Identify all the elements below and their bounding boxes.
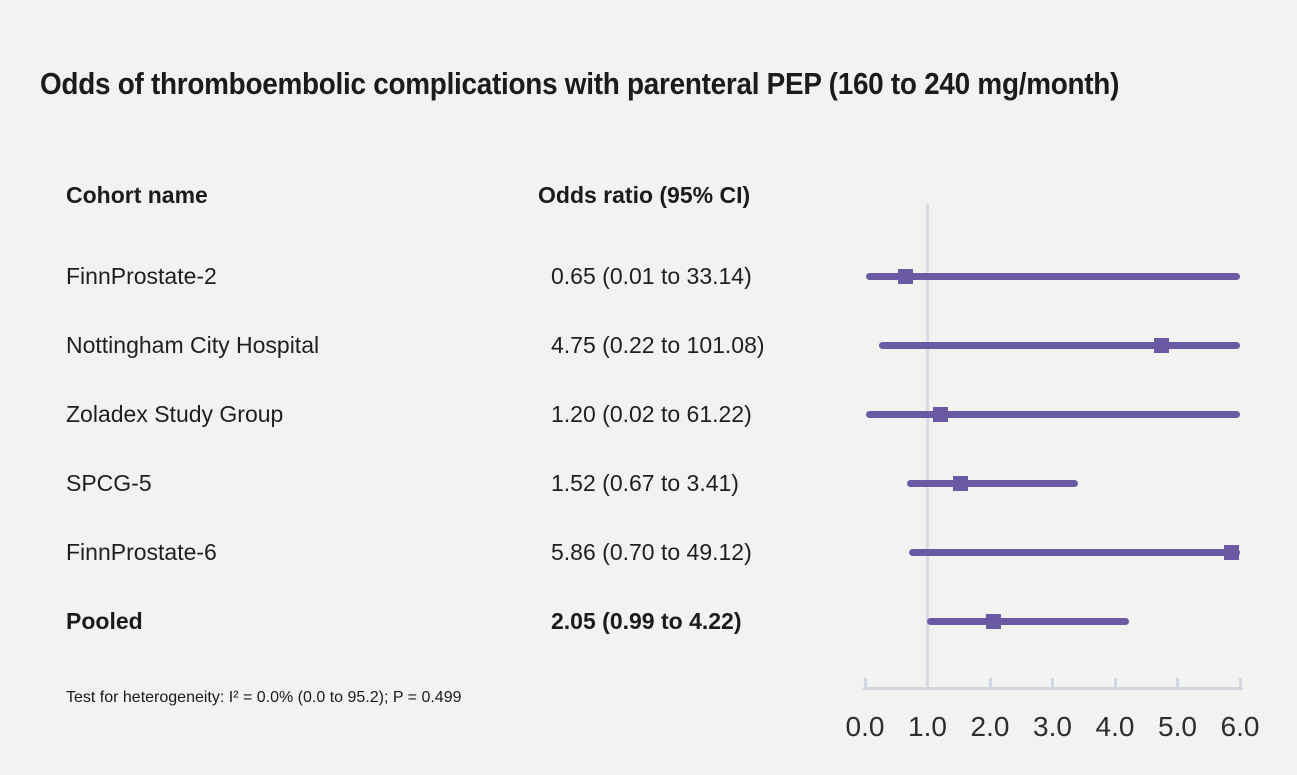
cohort-name: Nottingham City Hospital	[66, 332, 320, 358]
confidence-interval-line	[908, 548, 1240, 556]
x-axis-tick	[1238, 678, 1242, 687]
confidence-interval-line	[866, 410, 1240, 418]
odds-ratio-marker	[898, 268, 914, 284]
cohort-name: Zoladex Study Group	[66, 401, 284, 427]
x-axis-tick-label: 3.0	[1033, 711, 1072, 742]
x-axis-line	[863, 687, 1243, 690]
x-axis-tick-label: 2.0	[970, 711, 1010, 742]
x-axis-tick-label: 4.0	[1095, 711, 1135, 742]
odds-ratio-value: 5.86 (0.70 to 49.12)	[551, 539, 752, 565]
odds-ratio-marker	[952, 475, 968, 491]
x-axis-tick	[1176, 678, 1179, 687]
confidence-interval-line	[865, 272, 1240, 280]
confidence-interval-line	[926, 617, 1129, 625]
x-axis-tick	[1051, 678, 1054, 687]
odds-ratio-marker	[985, 613, 1001, 629]
confidence-interval-line	[878, 341, 1240, 349]
odds-ratio-value: 1.20 (0.02 to 61.22)	[551, 401, 752, 427]
x-axis-tick-label: 0.0	[845, 711, 885, 742]
x-axis-tick-label: 6.0	[1220, 711, 1260, 742]
confidence-interval-line	[906, 479, 1079, 487]
column-header-odds-ratio: Odds ratio (95% CI)	[538, 182, 751, 208]
odds-ratio-marker	[1154, 337, 1170, 353]
cohort-name: Pooled	[66, 608, 143, 634]
odds-ratio-value: 4.75 (0.22 to 101.08)	[551, 332, 765, 358]
cohort-name: FinnProstate-2	[66, 263, 217, 289]
x-axis-tick	[863, 678, 867, 687]
heterogeneity-note: Test for heterogeneity: I² = 0.0% (0.0 t…	[66, 689, 462, 706]
x-axis-tick	[1113, 678, 1117, 687]
x-axis-tick	[988, 678, 992, 687]
chart-title: Odds of thromboembolic complications wit…	[40, 66, 1120, 101]
odds-ratio-marker	[932, 406, 948, 422]
odds-ratio-value: 0.65 (0.01 to 33.14)	[551, 263, 752, 289]
odds-ratio-marker	[1223, 544, 1239, 560]
x-axis-tick-label: 1.0	[908, 711, 947, 742]
cohort-name: SPCG-5	[66, 470, 152, 496]
x-axis-tick	[926, 678, 929, 687]
odds-ratio-value: 2.05 (0.99 to 4.22)	[551, 608, 742, 634]
reference-line	[926, 204, 929, 690]
column-header-cohort-name: Cohort name	[66, 182, 208, 208]
cohort-name: FinnProstate-6	[66, 539, 217, 565]
x-axis-tick-label: 5.0	[1158, 711, 1197, 742]
odds-ratio-value: 1.52 (0.67 to 3.41)	[551, 470, 739, 496]
